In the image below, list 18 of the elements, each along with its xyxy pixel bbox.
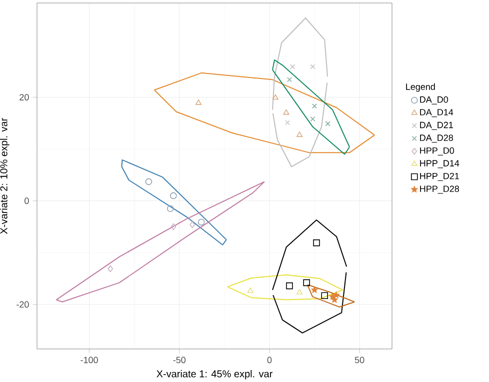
x-tick-label: -50 — [173, 356, 186, 364]
y-axis-title: X-variate 2: 10% expl. var — [0, 118, 10, 234]
legend-label: HPP_D28 — [420, 186, 460, 194]
x-tick-label: -100 — [80, 356, 98, 364]
x-axis-title: X-variate 1: 45% expl. var — [156, 370, 272, 380]
y-tick-label: -20 — [16, 301, 29, 308]
legend-label: HPP_D14 — [420, 160, 460, 168]
legend-label: DA_D0 — [420, 96, 448, 104]
legend-label: DA_D28 — [420, 134, 454, 143]
legend-label: DA_D21 — [420, 122, 453, 130]
legend-label: DA_D14 — [420, 109, 454, 118]
y-tick-label: 20 — [20, 94, 29, 100]
legend-title: Legend — [406, 83, 435, 92]
x-tick-label: 0 — [267, 356, 272, 364]
legend-label: HPP_D0 — [420, 147, 454, 156]
y-tick-label: 0 — [24, 198, 29, 204]
x-tick-label: 50 — [354, 356, 364, 364]
legend-label: HPP_D21 — [420, 172, 459, 181]
